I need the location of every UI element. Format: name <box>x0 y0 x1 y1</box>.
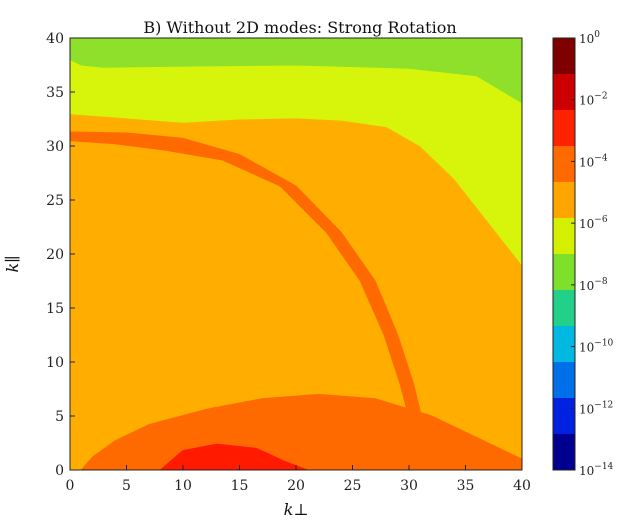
x-tick-label: 25 <box>344 478 362 494</box>
colorbar-band <box>553 290 575 327</box>
y-axis-label: k∥ <box>3 255 22 272</box>
x-axis: 0 5 10 15 20 25 30 35 40 <box>66 465 531 494</box>
colorbar-band <box>553 326 575 363</box>
colorbar-label: 100 <box>579 30 600 46</box>
y-tick-label: 40 <box>46 31 64 47</box>
x-axis-label: k⊥ <box>284 500 309 519</box>
y-tick-label: 30 <box>46 139 64 155</box>
colorbar-label: 10−2 <box>579 92 608 108</box>
y-axis: 0 5 10 15 20 25 30 35 40 <box>46 31 75 479</box>
x-tick-label: 15 <box>231 478 249 494</box>
heatmap-plot-area <box>69 37 523 471</box>
region-upper-band <box>69 37 523 267</box>
y-tick-label: 0 <box>55 463 64 479</box>
colorbar-band <box>553 434 575 471</box>
colorbar-band <box>553 398 575 435</box>
y-tick-label: 10 <box>46 355 64 371</box>
y-tick-label: 15 <box>46 301 64 317</box>
chart-title: B) Without 2D modes: Strong Rotation <box>143 18 456 37</box>
y-tick-label: 35 <box>46 85 64 101</box>
colorbar-label: 10−4 <box>579 153 608 169</box>
y-tick-label: 5 <box>55 409 64 425</box>
colorbar-label: 10−6 <box>579 215 608 231</box>
colorbar-band <box>553 74 575 111</box>
x-tick-label: 0 <box>66 478 75 494</box>
colorbar-label: 10−10 <box>579 339 614 355</box>
colorbar-band <box>553 38 575 75</box>
colorbar-label: 10−8 <box>579 277 608 293</box>
colorbar-band <box>553 146 575 183</box>
x-tick-label: 20 <box>287 478 305 494</box>
x-tick-label: 35 <box>457 478 475 494</box>
colorbar-frame <box>552 37 576 471</box>
y-tick-label: 20 <box>46 247 64 263</box>
colorbar: 100 10−2 10−4 10−6 10−8 10−10 10−12 10−14 <box>552 30 614 478</box>
colorbar-label: 10−14 <box>579 462 614 478</box>
colorbar-band <box>553 110 575 147</box>
x-tick-label: 30 <box>400 478 418 494</box>
colorbar-band <box>553 254 575 291</box>
colorbar-label: 10−12 <box>579 400 613 416</box>
x-tick-label: 10 <box>174 478 192 494</box>
y-tick-label: 25 <box>46 193 64 209</box>
x-tick-label: 5 <box>122 478 131 494</box>
colorbar-band <box>553 218 575 255</box>
colorbar-band <box>553 182 575 219</box>
colorbar-band <box>553 362 575 399</box>
x-tick-label: 40 <box>513 478 531 494</box>
